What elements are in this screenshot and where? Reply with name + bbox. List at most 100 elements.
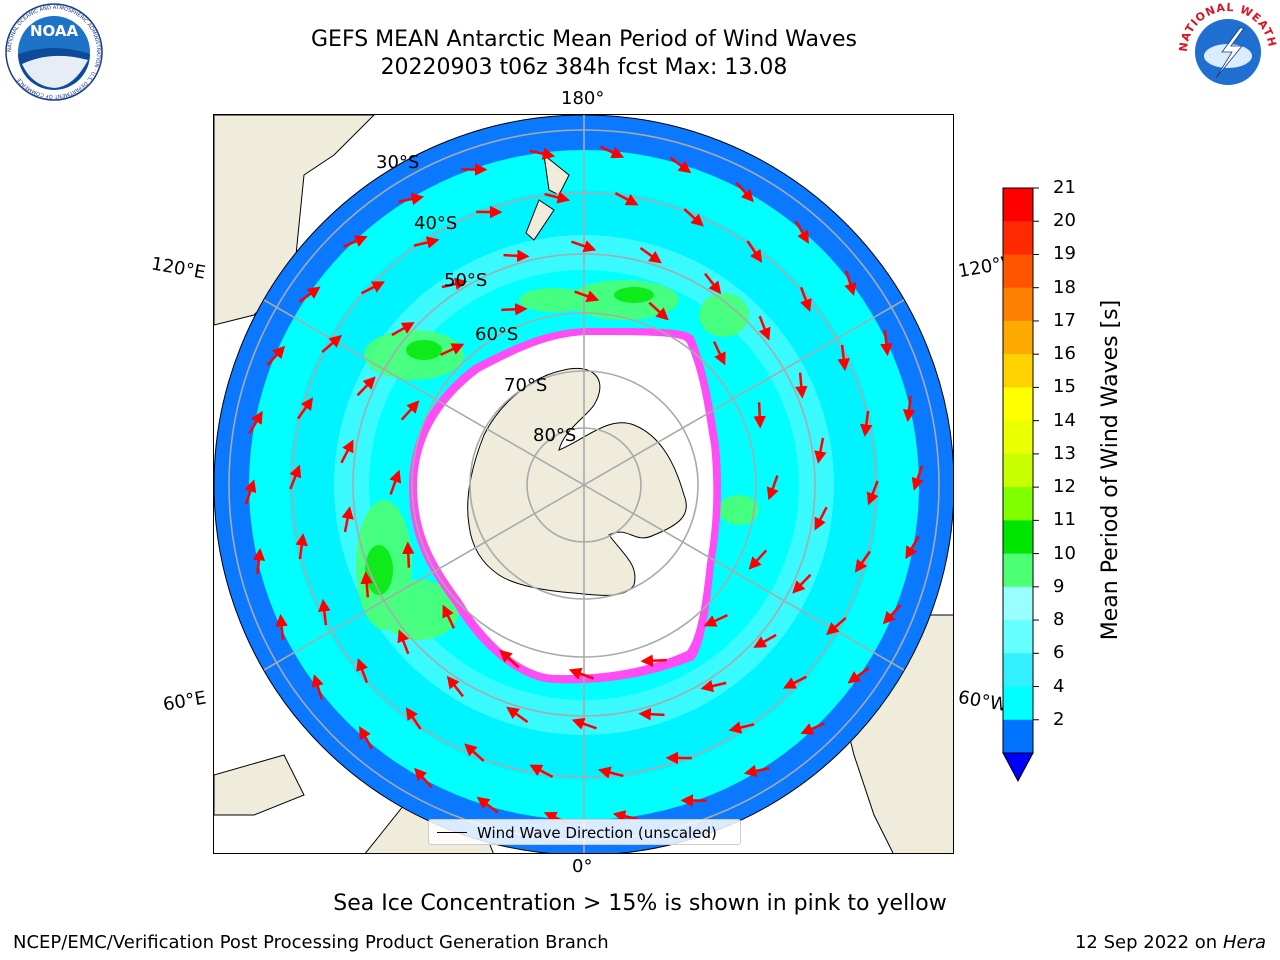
- colorbar-tick-label: 11: [1053, 509, 1076, 531]
- footer-date: 12 Sep 2022 on Hera: [1074, 932, 1266, 953]
- wind-arrow: [683, 208, 704, 227]
- wind-arrow: [703, 613, 728, 627]
- svg-text:NOAA: NOAA: [30, 22, 79, 40]
- lat-label-70s: 70°S: [504, 375, 548, 396]
- colorbar-tick-label: 20: [1053, 210, 1076, 232]
- wind-arrow: [356, 376, 376, 397]
- wind-arrow: [860, 410, 873, 437]
- wind-arrow: [844, 270, 857, 296]
- chart-subtitle: 20220903 t06z 384h fcst Max: 13.08: [380, 55, 788, 80]
- legend-label: Wind Wave Direction (unscaled): [477, 824, 717, 842]
- wind-arrow: [356, 658, 369, 684]
- wind-arrow: [700, 679, 727, 693]
- colorbar-segment: [1003, 254, 1033, 289]
- wind-arrow: [800, 722, 825, 735]
- wind-arrow: [359, 726, 374, 750]
- lat-label-50s: 50°S: [444, 270, 488, 291]
- wind-arrow: [792, 573, 812, 594]
- colorbar-segment: [1003, 221, 1033, 255]
- colorbar-label: Mean Period of Wind Waves [s]: [1098, 299, 1123, 641]
- wind-arrow: [902, 395, 916, 423]
- colorbar-segment: [1003, 420, 1033, 455]
- colorbar-tick-label: 14: [1053, 409, 1076, 431]
- wind-arrow: [389, 469, 402, 495]
- meridian-label-180: 180°: [561, 88, 605, 109]
- meridian-label-120e: 120°E: [149, 253, 208, 284]
- wind-arrow: [825, 616, 847, 636]
- wind-arrow: [499, 649, 520, 669]
- noaa-logo: NOAA NATIONAL OCEANIC AND ATMOSPHERIC AD…: [4, 2, 104, 102]
- meridian-label-0: 0°: [572, 856, 593, 877]
- wind-arrow: [295, 533, 308, 560]
- colorbar-tick-label: 16: [1053, 343, 1076, 365]
- wind-arrow: [612, 810, 639, 823]
- wind-arrow: [252, 547, 266, 575]
- polar-map: [213, 114, 954, 854]
- wind-arrow: [648, 301, 669, 321]
- wind-arrow: [905, 535, 920, 560]
- wind-arrow: [568, 667, 594, 680]
- meridian-label-60e: 60°E: [161, 687, 208, 716]
- antarctica: [467, 368, 687, 596]
- colorbar-segment: [1003, 620, 1033, 654]
- wind-arrow: [746, 240, 763, 263]
- colorbar-segment: [1003, 553, 1033, 588]
- colorbar-segment: [1003, 320, 1033, 355]
- wind-arrow: [446, 675, 464, 698]
- wind-arrow: [441, 277, 468, 291]
- wind-arrow: [391, 322, 415, 337]
- colorbar-tick-label: 13: [1053, 442, 1076, 464]
- colorbar-segment: [1003, 487, 1033, 521]
- wind-arrow: [854, 550, 872, 573]
- wind-arrow: [640, 654, 667, 667]
- wind-arrow: [360, 571, 373, 598]
- wind-arrow: [766, 475, 779, 501]
- wind-arrow: [318, 598, 331, 626]
- wind-arrow: [753, 633, 777, 648]
- wind-arrow: [847, 667, 870, 684]
- wind-arrow: [743, 764, 770, 778]
- wind-arrow: [597, 766, 624, 779]
- wind-arrow: [266, 345, 286, 366]
- wind-arrow: [321, 334, 343, 354]
- colorbar-tick-label: 12: [1053, 476, 1076, 498]
- wind-arrow: [882, 604, 902, 625]
- wind-arrow: [639, 246, 662, 264]
- colorbar-tick-label: 21: [1053, 177, 1076, 198]
- chart-title: GEFS MEAN Antarctic Mean Period of Wind …: [311, 27, 857, 52]
- wind-arrows: [244, 145, 924, 825]
- colorbar-segment: [1003, 520, 1033, 555]
- colorbar-tick-label: 15: [1053, 376, 1076, 398]
- wind-arrow: [712, 341, 726, 366]
- colorbar-tick-label: 17: [1053, 309, 1076, 331]
- wind-arrow: [799, 286, 812, 312]
- wind-arrow: [476, 796, 499, 814]
- wind-arrow: [529, 764, 554, 779]
- colorbar-tick-label: 4: [1053, 675, 1065, 697]
- wind-arrow: [402, 541, 415, 568]
- colorbar-segment: [1003, 586, 1033, 621]
- wind-arrow: [361, 281, 385, 295]
- wind-arrow: [599, 145, 625, 159]
- wind-arrow: [503, 249, 530, 263]
- wind-arrow: [296, 397, 314, 420]
- wind-arrow: [814, 437, 827, 464]
- colorbar-tick-label: 9: [1053, 575, 1065, 597]
- wind-arrow: [464, 743, 485, 762]
- footer-branch: NCEP/EMC/Verification Post Processing Pr…: [13, 932, 609, 953]
- wind-arrow: [311, 674, 324, 700]
- colorbar-segment: [1003, 287, 1033, 322]
- footer-machine: Hera: [1222, 932, 1266, 953]
- wind-arrow: [837, 344, 850, 372]
- colorbar-segment: [1003, 719, 1033, 754]
- wind-arrow: [571, 240, 597, 253]
- map-legend: Wind Wave Direction (unscaled): [428, 819, 741, 845]
- wind-arrow: [758, 315, 771, 341]
- colorbar-segment: [1003, 188, 1033, 222]
- wind-arrow: [341, 506, 354, 533]
- lat-label-40s: 40°S: [414, 213, 458, 234]
- wind-arrow: [529, 147, 556, 160]
- colorbar-segment: [1003, 686, 1033, 721]
- wind-arrow: [400, 400, 420, 421]
- wind-arrow: [501, 303, 528, 316]
